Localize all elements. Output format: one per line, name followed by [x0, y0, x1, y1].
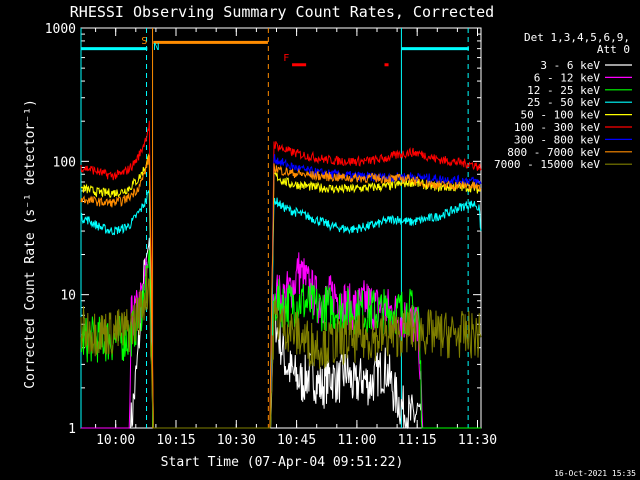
y-tick-label: 10	[60, 289, 76, 304]
legend-entry: 12 - 25 keV	[527, 84, 600, 97]
x-tick-label: 10:15	[156, 433, 195, 448]
x-tick-label: 10:45	[277, 433, 316, 448]
flag-bars	[81, 40, 469, 67]
x-tick-label: 11:30	[458, 433, 497, 448]
flag-bar	[81, 47, 148, 51]
series-lines	[80, 120, 482, 430]
series-line	[81, 237, 481, 430]
series-line	[80, 120, 482, 429]
flag-bar	[384, 63, 389, 67]
legend-entry: 7000 - 15000 keV	[494, 158, 600, 171]
y-tick-label: 100	[53, 155, 76, 170]
flag-annotation: N	[153, 42, 159, 53]
legend-header: Att 0	[597, 43, 630, 56]
footer-date: 16-Oct-2021 15:35	[554, 469, 636, 478]
legend-entry: 3 - 6 keV	[540, 59, 600, 72]
legend-entry: 800 - 7000 keV	[507, 146, 600, 159]
series-line	[269, 154, 482, 429]
y-tick-label: 1	[68, 422, 76, 437]
legend-entry: 100 - 300 keV	[514, 121, 600, 134]
y-tick-label: 1000	[45, 22, 76, 37]
flag-annotation: F	[283, 53, 289, 64]
legend-entry: 25 - 50 keV	[527, 96, 600, 109]
series-line	[80, 267, 482, 429]
annotations: SN F	[141, 36, 289, 64]
x-tick-label: 11:00	[337, 433, 376, 448]
flag-bar	[153, 40, 268, 44]
legend-entry: 300 - 800 keV	[514, 133, 600, 146]
legend-entry: 6 - 12 keV	[534, 71, 601, 84]
flag-bar	[292, 63, 307, 67]
x-axis-label: Start Time (07-Apr-04 09:51:22)	[161, 455, 404, 470]
legend-entry: 50 - 100 keV	[521, 109, 601, 122]
x-tick-label: 10:00	[96, 433, 135, 448]
series-line	[80, 190, 482, 429]
flag-bar	[401, 47, 469, 51]
series-line	[80, 155, 482, 429]
legend-header: Det 1,3,4,5,6,9,	[524, 31, 630, 44]
y-axis-label: Corrected Count Rate (s⁻¹ detector⁻¹)	[23, 99, 38, 389]
x-tick-label: 10:30	[217, 433, 256, 448]
tick-labels: 10:00 10:15 10:30 10:45 11:00 11:15 11:30 1 10 10…	[45, 22, 497, 448]
x-tick-label: 11:15	[398, 433, 437, 448]
flag-annotation: S	[141, 36, 147, 47]
chart-title: RHESSI Observing Summary Count Rates, Co…	[70, 3, 494, 21]
